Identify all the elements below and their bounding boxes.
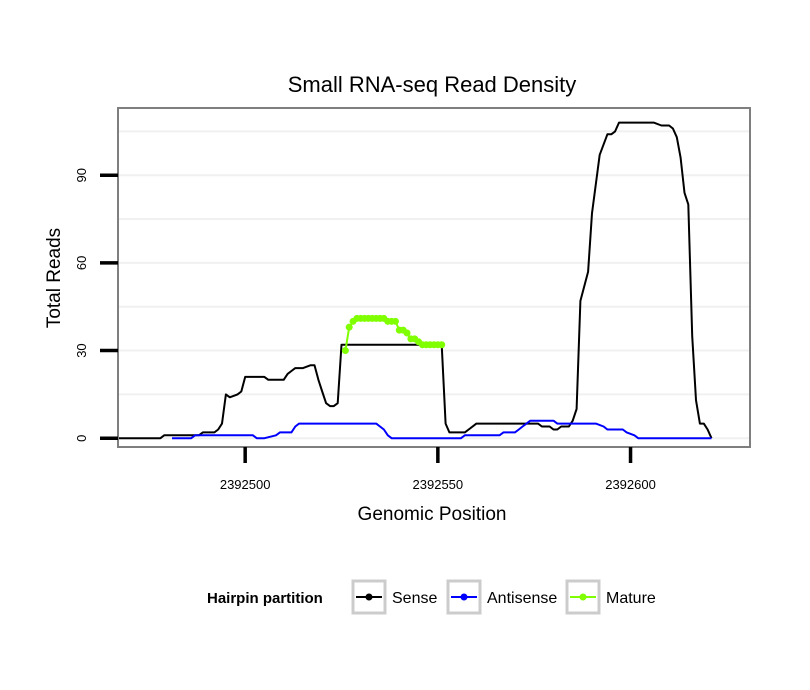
plot-background: [118, 108, 750, 447]
series-line-sense: [118, 121, 713, 440]
legend-point-mature: [579, 593, 587, 601]
grid-lines: [118, 130, 750, 440]
data-point-mature: [395, 326, 403, 334]
x-tick-label: 2392600: [605, 477, 656, 492]
data-point-mature: [345, 323, 353, 331]
legend-label-mature: Mature: [606, 590, 656, 607]
legend-point-antisense: [460, 593, 468, 601]
plot-border: [117, 107, 751, 448]
y-tick-label: 60: [74, 256, 89, 270]
plot-panel: [117, 107, 751, 448]
data-point-mature: [349, 317, 357, 325]
y-tick-label: 90: [74, 168, 89, 182]
y-axis: 0 30 60 90: [74, 168, 118, 442]
data-point-mature: [341, 347, 349, 355]
legend-item-sense: Sense: [351, 579, 437, 615]
legend-point-sense: [365, 593, 373, 601]
x-axis: 2392600 2392550 2392500: [220, 447, 656, 492]
chart-title: Small RNA-seq Read Density: [288, 72, 577, 97]
legend-item-mature: Mature: [565, 579, 656, 615]
legend-title: Hairpin partition: [207, 590, 323, 607]
legend-label-antisense: Antisense: [487, 590, 557, 607]
y-tick-label: 30: [74, 343, 89, 357]
x-axis-label: Genomic Position: [358, 504, 507, 525]
y-axis-label: Total Reads: [44, 228, 65, 328]
series-layer: [118, 121, 713, 440]
x-tick-label: 2392500: [220, 477, 271, 492]
legend-item-antisense: Antisense: [446, 579, 557, 615]
y-tick-label: 0: [74, 435, 89, 442]
legend-label-sense: Sense: [392, 590, 437, 607]
series-line-antisense: [172, 419, 712, 440]
legend: Hairpin partition Sense Antisense Mature: [207, 579, 656, 615]
data-point-mature: [407, 335, 415, 343]
x-tick-label: 2392550: [413, 477, 464, 492]
